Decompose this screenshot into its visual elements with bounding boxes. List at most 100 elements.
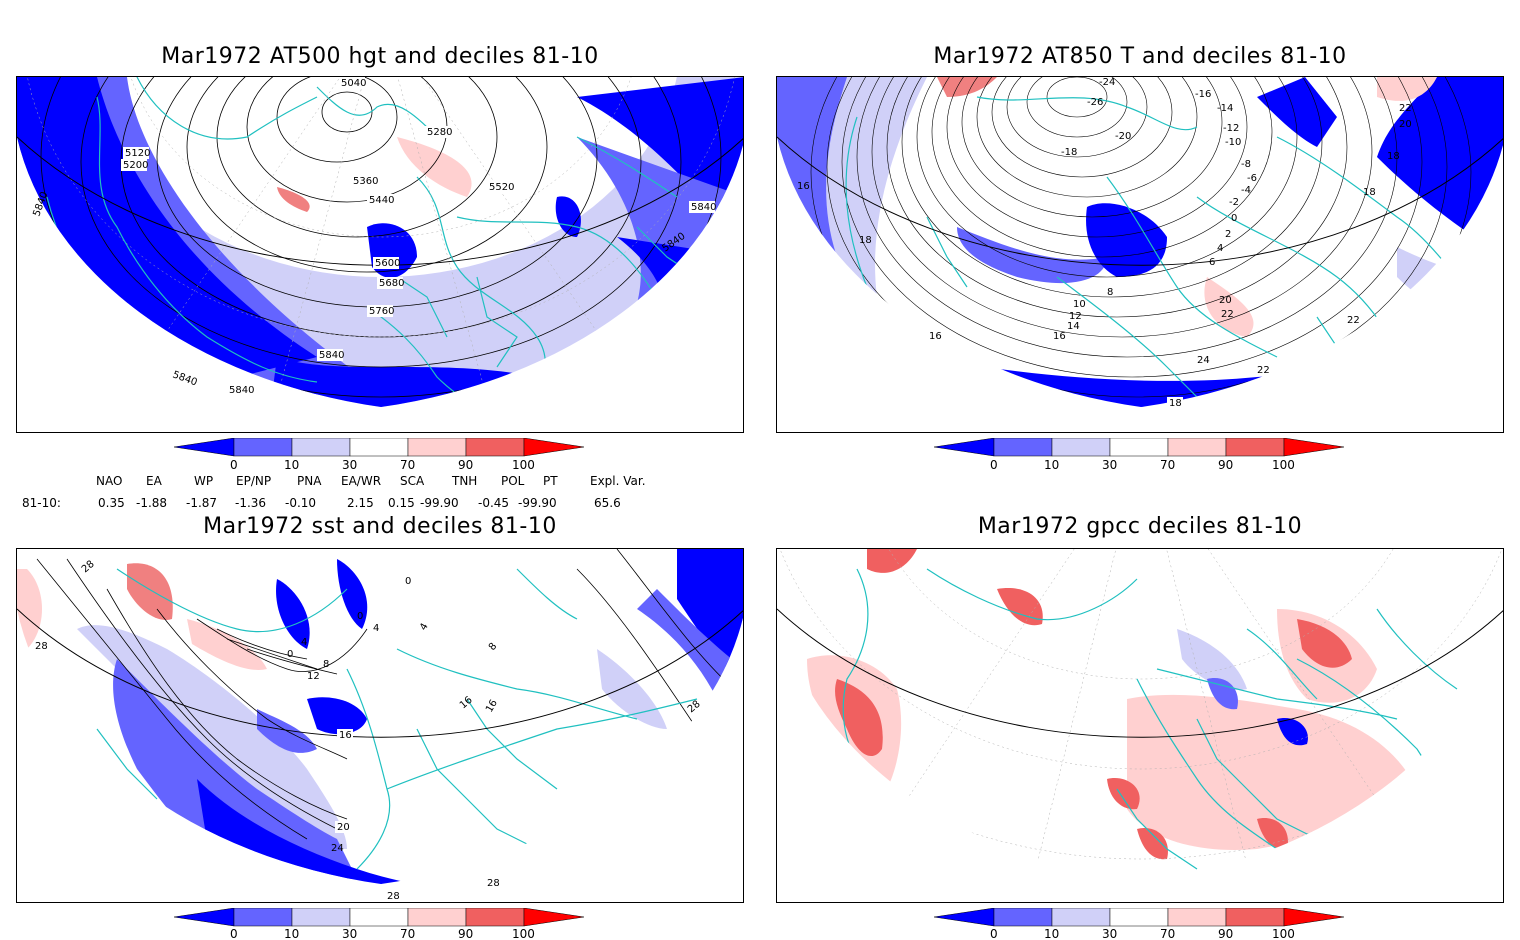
- colorbar-tick: 100: [512, 927, 535, 940]
- contour-label: 5840: [171, 369, 199, 388]
- colorbar-bottom-left: 0 10 30 70 90 100: [174, 908, 585, 940]
- contour-label: 6: [1209, 257, 1215, 268]
- contour-label: 5600: [375, 258, 400, 269]
- colorbar-top-left: 0 10 30 70 90 100: [174, 438, 585, 472]
- contour-label: 16: [797, 181, 810, 192]
- contour-label: 4: [418, 621, 431, 632]
- contour-label: -10: [1225, 137, 1241, 148]
- index-header-pt: PT: [543, 474, 558, 488]
- contour-label: 22: [1399, 103, 1412, 114]
- colorbar-segment: [993, 908, 1053, 927]
- colorbar-segment: [1283, 908, 1345, 927]
- colorbar-tick: 70: [1160, 927, 1175, 940]
- contour-label: -26: [1087, 97, 1103, 108]
- colorbar-tick: 100: [1272, 927, 1295, 940]
- colorbar-tick: 100: [1272, 458, 1295, 472]
- colorbar-tick: 30: [1102, 458, 1117, 472]
- index-value-pol: -0.45: [478, 496, 510, 510]
- contour-label: 14: [1067, 321, 1080, 332]
- colorbar-segment: [1225, 908, 1285, 927]
- contour-label: 5840: [229, 385, 254, 396]
- index-header-wp: WP: [194, 474, 214, 488]
- contour-label: -8: [1241, 159, 1251, 170]
- contour-label: 4: [301, 637, 307, 648]
- contour-label: 16: [929, 331, 942, 342]
- colorbar-segment: [465, 438, 525, 457]
- contour-label: 10: [1073, 299, 1086, 310]
- colorbar-segment: [174, 908, 235, 927]
- colorbar-tick: 30: [342, 927, 357, 940]
- contour-label: -16: [1195, 89, 1211, 100]
- colorbar-segment: [233, 908, 293, 927]
- colorbar-segment: [1051, 908, 1111, 927]
- contour-label: 22: [1257, 365, 1270, 376]
- colorbar-segment: [523, 908, 585, 927]
- index-value-nao: 0.35: [98, 496, 125, 510]
- index-header-expl-var: Expl. Var.: [590, 474, 646, 488]
- contour-label: 22: [1347, 315, 1360, 326]
- colorbar-segment: [349, 908, 409, 927]
- contour-label: 16: [1053, 331, 1066, 342]
- contour-label: 0: [287, 649, 293, 660]
- contour-label: 18: [1387, 151, 1400, 162]
- contour-label: 5840: [691, 202, 716, 213]
- colorbar-tick: 10: [284, 927, 299, 940]
- colorbar-tick: 90: [458, 458, 473, 472]
- contour-label: 28: [387, 891, 400, 902]
- colorbar-segment: [465, 908, 525, 927]
- contour-label: 5680: [379, 278, 404, 289]
- index-value-ea: -1.88: [136, 496, 168, 510]
- colorbar-tick: 70: [400, 458, 415, 472]
- colorbar-segment: [174, 438, 235, 457]
- contour-label: 16: [339, 730, 352, 741]
- contour-label: 8: [323, 659, 329, 670]
- contour-label: 28: [487, 878, 500, 889]
- map-panel-gpcc: [776, 548, 1504, 903]
- colorbar-tick: 0: [230, 927, 238, 940]
- contour-label: 20: [1219, 295, 1232, 306]
- contour-label: 4: [1217, 243, 1223, 254]
- colorbar-top-right: 0 10 30 70 90 100: [934, 438, 1345, 472]
- colorbar-tick: 90: [458, 927, 473, 940]
- contour-label: 20: [1399, 119, 1412, 130]
- contour-label: 18: [1169, 398, 1182, 409]
- contour-label: 22: [1221, 309, 1234, 320]
- index-value-tnh: -99.90: [420, 496, 459, 510]
- contour-label: -24: [1099, 77, 1115, 88]
- contour-label: 24: [1197, 355, 1210, 366]
- index-header-sca: SCA: [400, 474, 425, 488]
- contour-label: 28: [35, 641, 48, 652]
- panel-title-sst: Mar1972 sst and deciles 81-10: [203, 514, 557, 539]
- contour-label: 5440: [369, 195, 394, 206]
- colorbar-bottom-right: 0 10 30 70 90 100: [934, 908, 1345, 940]
- colorbar-tick: 100: [512, 458, 535, 472]
- panel-title-hgt500: Mar1972 AT500 hgt and deciles 81-10: [161, 44, 599, 69]
- contour-label: 18: [1363, 187, 1376, 198]
- colorbar-tick: 90: [1218, 927, 1233, 940]
- contour-label: 8: [1107, 287, 1113, 298]
- colorbar-tick: 30: [1102, 927, 1117, 940]
- contour-label: 5040: [341, 78, 366, 89]
- colorbar-tick: 70: [1160, 458, 1175, 472]
- map-panel-t850: -26 -24 -20 -18 -16 -14 -12 -10 -8 -6 -4…: [776, 76, 1504, 433]
- colorbar-segment: [1167, 908, 1227, 927]
- colorbar-segment: [291, 438, 351, 457]
- colorbar-tick: 10: [284, 458, 299, 472]
- colorbar-segment: [993, 438, 1053, 457]
- contour-label: 12: [307, 671, 320, 682]
- index-header-tnh: TNH: [452, 474, 478, 488]
- colorbar-tick: 10: [1044, 927, 1059, 940]
- contour-label: 4: [373, 623, 379, 634]
- teleconnection-indices: NAO EA WP EP/NP PNA EA/WR SCA TNH POL PT…: [0, 474, 760, 514]
- contour-label: 5360: [353, 176, 378, 187]
- map-panel-hgt500: 5040 5120 5200 5280 5360 5440 5520 5600 …: [16, 76, 744, 433]
- contour-label: 5200: [123, 160, 148, 171]
- index-header-eawr: EA/WR: [341, 474, 382, 488]
- panel-title-t850: Mar1972 AT850 T and deciles 81-10: [933, 44, 1347, 69]
- colorbar-segment: [1225, 438, 1285, 457]
- colorbar-segment: [523, 438, 585, 457]
- index-value-sca: 0.15: [388, 496, 415, 510]
- colorbar-tick: 0: [230, 458, 238, 472]
- index-value-wp: -1.87: [186, 496, 218, 510]
- contour-label: -6: [1247, 173, 1257, 184]
